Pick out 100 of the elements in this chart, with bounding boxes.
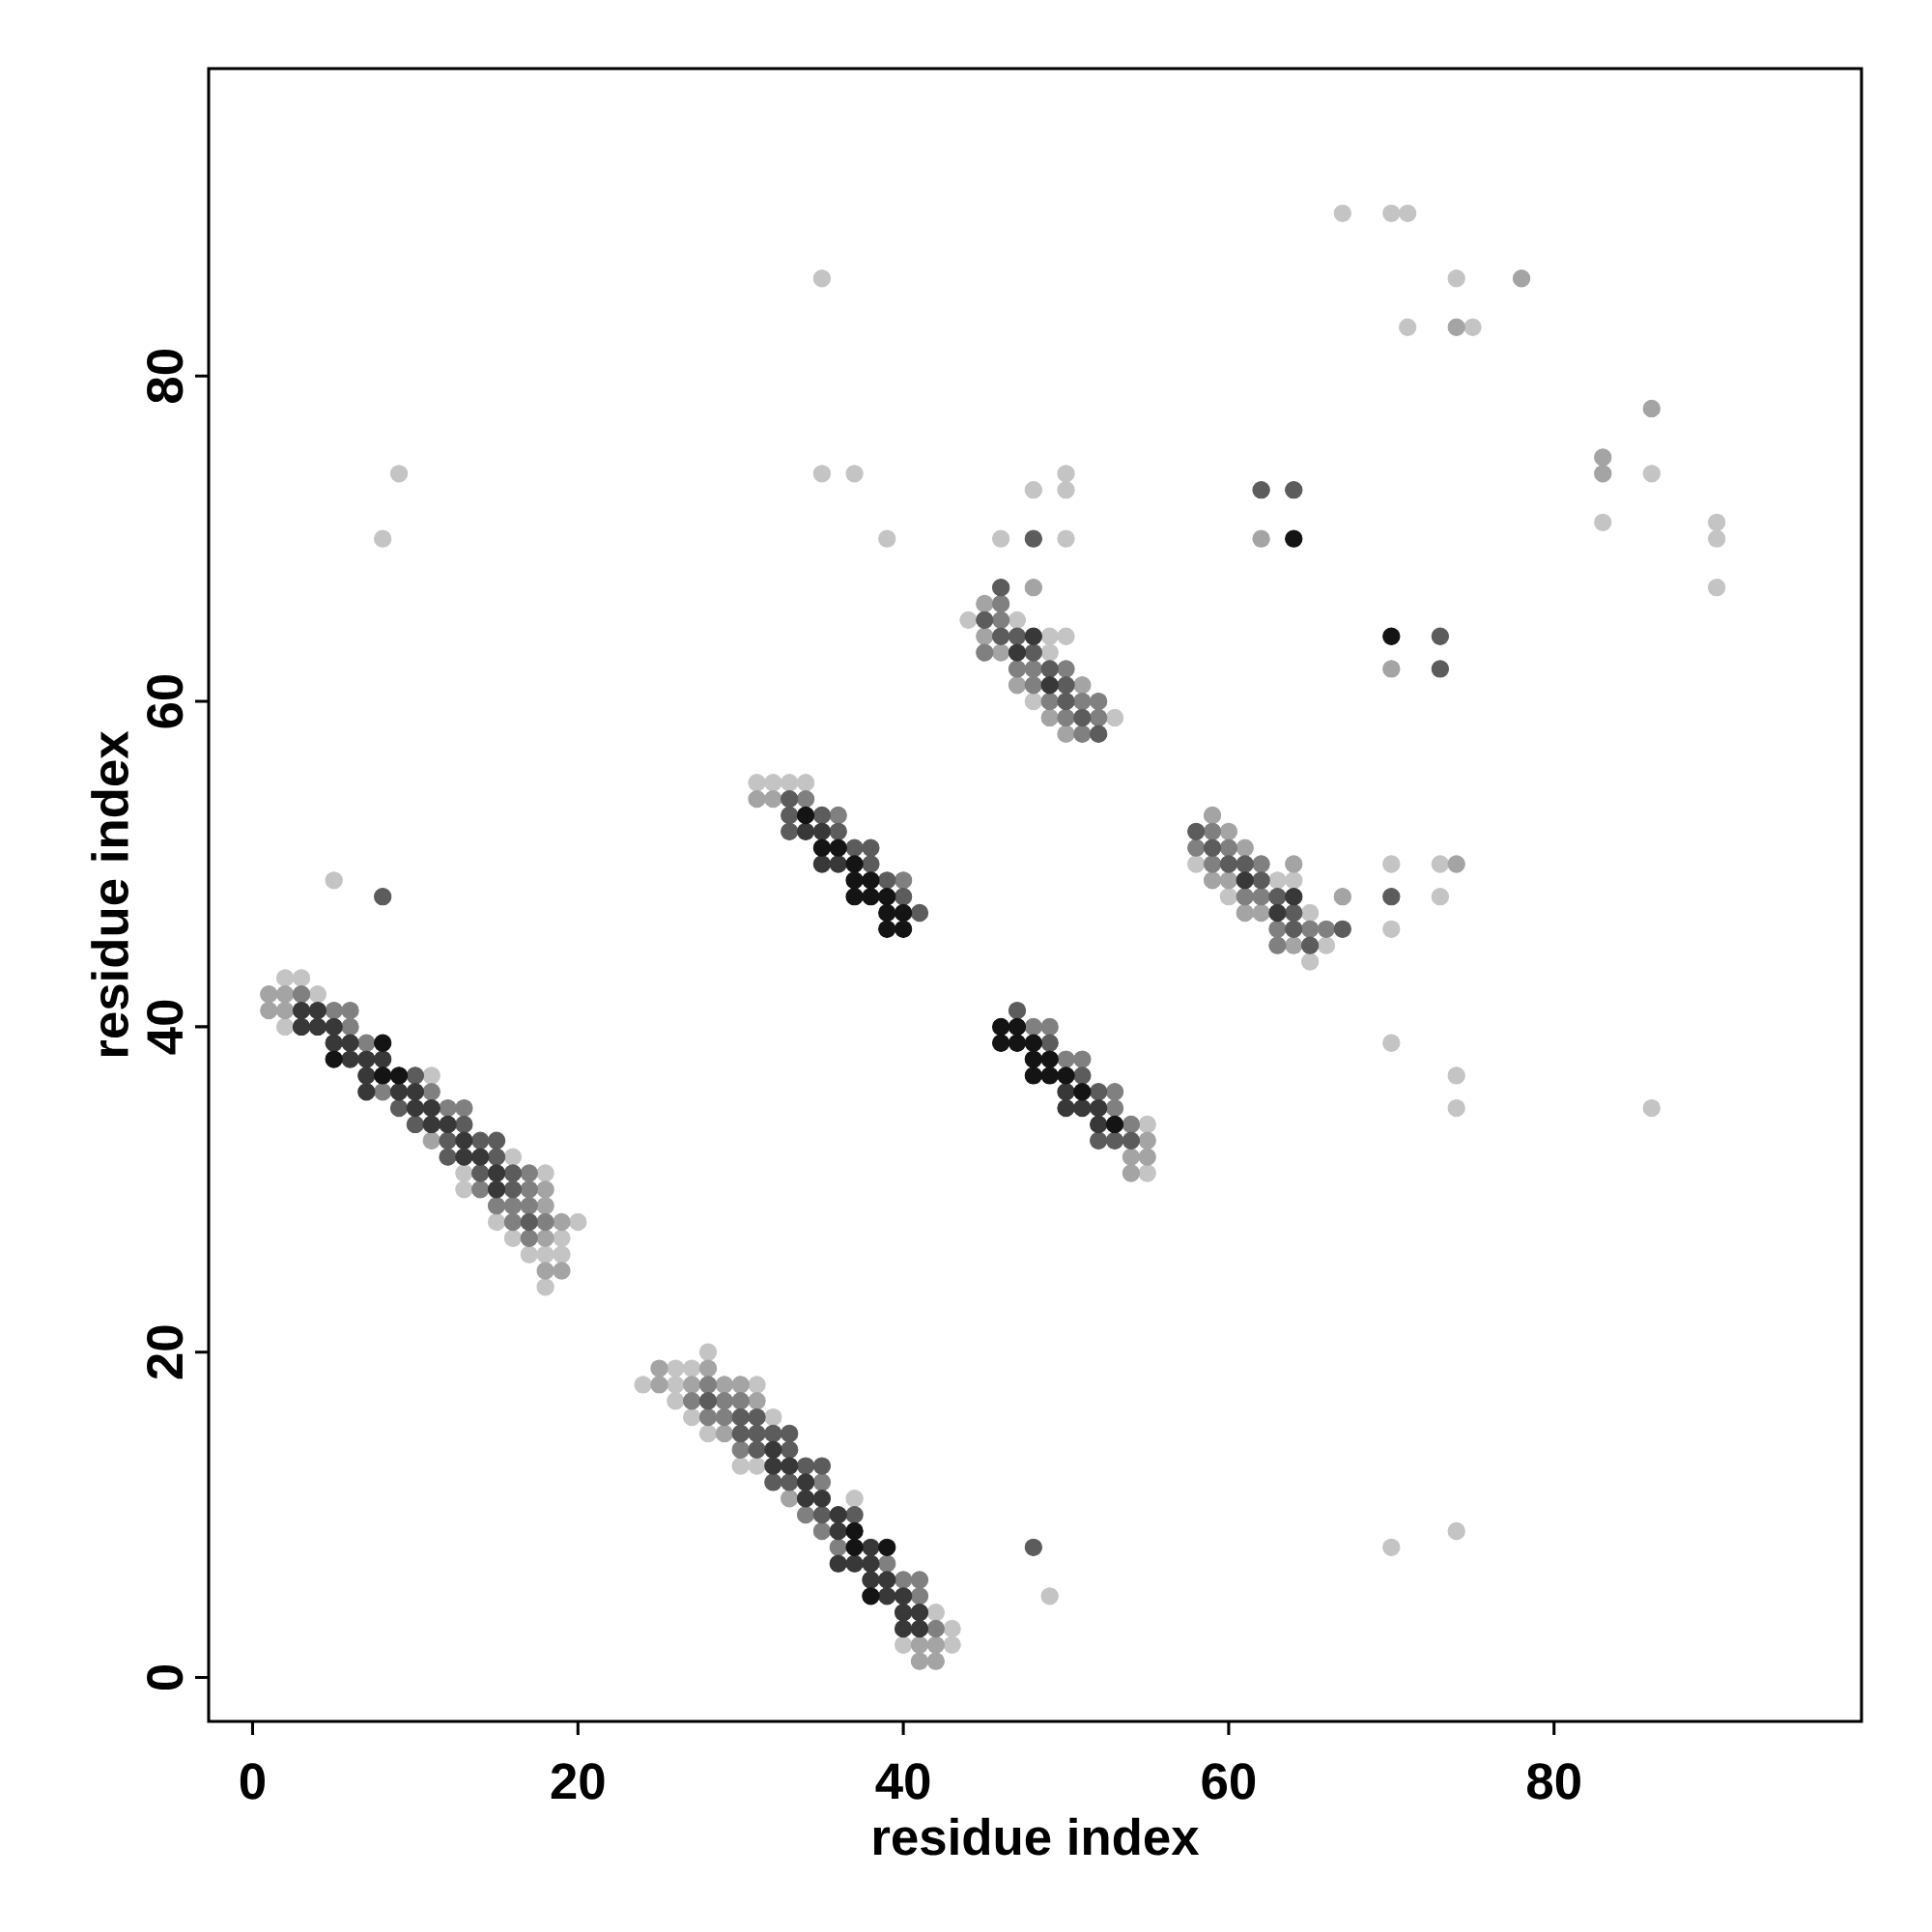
x-tick-label: 60 (1202, 1763, 1256, 1800)
y-tick-label: 20 (147, 1325, 184, 1379)
point (389, 1066, 409, 1085)
point (455, 1148, 473, 1166)
point (894, 1604, 913, 1622)
point (439, 1115, 457, 1134)
point (1236, 903, 1254, 923)
point (878, 903, 896, 923)
point (1073, 1083, 1092, 1101)
point (715, 1424, 734, 1443)
point (536, 1229, 554, 1247)
point (487, 1180, 506, 1199)
point (862, 871, 880, 890)
point (1642, 399, 1661, 418)
point (308, 1001, 327, 1020)
point (1285, 936, 1303, 954)
y-tick-label: 0 (147, 1665, 184, 1690)
point (829, 855, 847, 873)
point (1057, 1083, 1075, 1101)
point (1268, 903, 1287, 923)
point (1057, 1066, 1075, 1085)
point (812, 1490, 832, 1508)
point (325, 1034, 343, 1052)
point (878, 1571, 896, 1589)
point (1285, 529, 1303, 548)
point (748, 1392, 766, 1410)
point (308, 1017, 327, 1037)
point (926, 1652, 945, 1670)
point (862, 888, 880, 906)
point (1073, 1098, 1092, 1118)
x-tick-label: 0 (240, 1763, 265, 1800)
point (862, 1554, 880, 1573)
point (1236, 871, 1254, 890)
point (764, 1457, 782, 1475)
point (536, 1196, 554, 1215)
point (292, 1017, 311, 1037)
point (683, 1376, 701, 1394)
point (1138, 1131, 1156, 1150)
point (1236, 838, 1254, 857)
point (976, 627, 994, 645)
point (812, 855, 832, 873)
point (1252, 903, 1270, 923)
point (536, 1262, 554, 1280)
point (894, 1587, 913, 1605)
point (1512, 270, 1531, 288)
point (357, 1066, 376, 1085)
point (862, 1587, 880, 1605)
point (862, 1538, 880, 1556)
point (275, 1001, 295, 1020)
point (341, 1050, 359, 1068)
point (1252, 529, 1270, 548)
point (910, 1652, 929, 1670)
point (357, 1083, 376, 1101)
point (1203, 871, 1222, 890)
point (829, 1554, 847, 1573)
point (455, 1131, 473, 1150)
y-tick-label: 60 (147, 674, 184, 728)
point (1594, 465, 1612, 483)
point (698, 1359, 718, 1378)
point (812, 838, 832, 857)
point (536, 1180, 554, 1199)
point (1024, 1066, 1042, 1085)
x-tick-label: 40 (875, 1763, 930, 1800)
point (374, 1066, 392, 1085)
point (1057, 724, 1075, 743)
point (1138, 1148, 1156, 1166)
point (845, 1538, 864, 1556)
y-axis-title: residue index (91, 730, 128, 1057)
point (796, 1490, 815, 1508)
point (1285, 855, 1303, 873)
point (991, 1034, 1010, 1052)
x-tick-label: 80 (1527, 1763, 1580, 1800)
point (878, 1587, 896, 1605)
point (845, 871, 864, 890)
point (1024, 1034, 1042, 1052)
point (1594, 448, 1612, 467)
point (764, 789, 782, 809)
point (781, 1490, 799, 1508)
point (878, 1538, 896, 1556)
point (471, 1148, 490, 1166)
point (1024, 579, 1042, 597)
point (1040, 708, 1059, 727)
point (422, 1131, 440, 1150)
point (926, 1635, 945, 1655)
point (748, 789, 766, 809)
point (406, 1083, 425, 1101)
point (910, 1604, 929, 1622)
point (1090, 1098, 1108, 1118)
point (764, 1440, 782, 1459)
point (1219, 822, 1238, 840)
point (1447, 318, 1465, 336)
point (796, 822, 815, 840)
point (1057, 1098, 1075, 1118)
point (796, 1473, 815, 1492)
point (1008, 1017, 1027, 1037)
point (1090, 1115, 1108, 1134)
point (1333, 888, 1351, 906)
point (1203, 806, 1222, 825)
point (894, 1619, 913, 1638)
point (1219, 871, 1238, 890)
